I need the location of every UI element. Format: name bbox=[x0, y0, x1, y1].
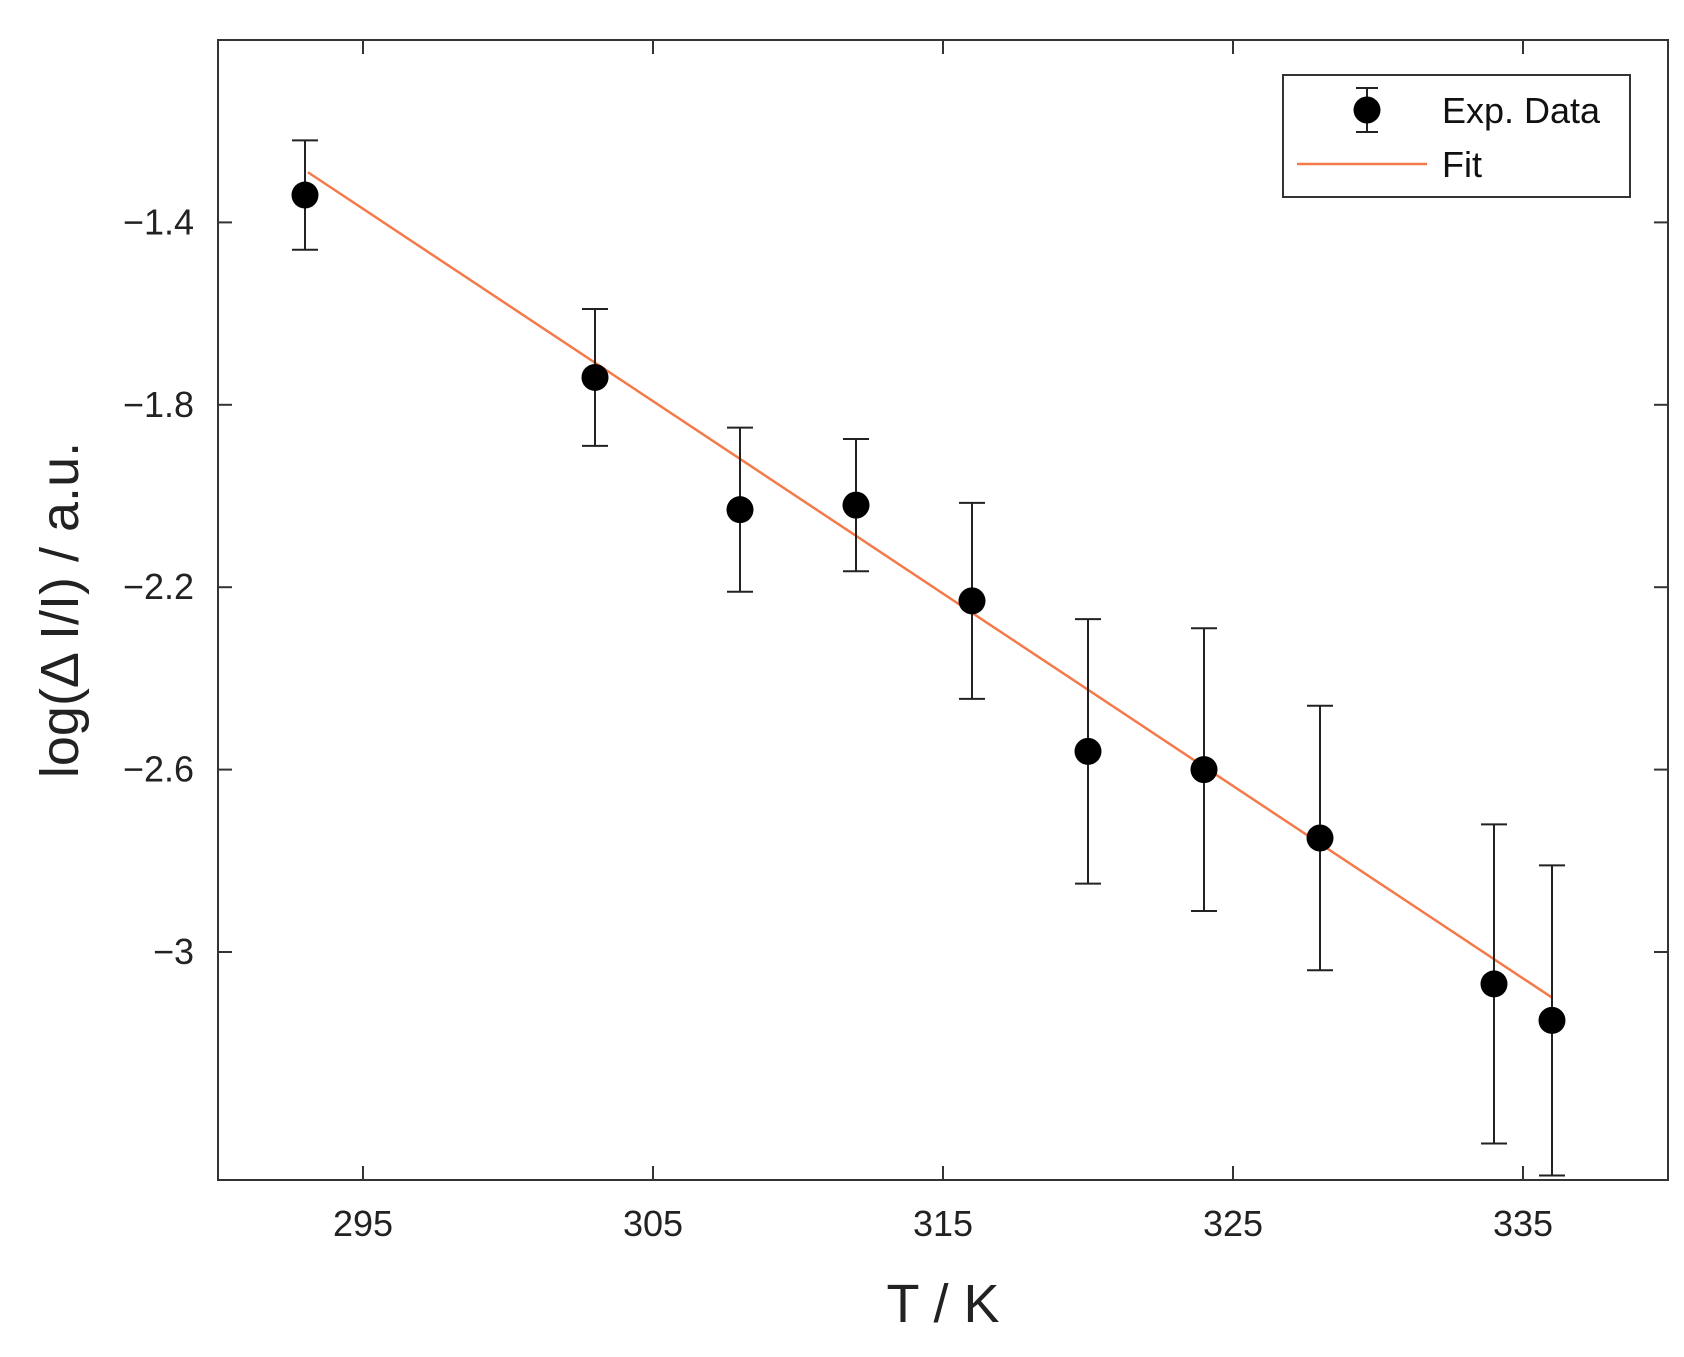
legend-dot bbox=[1353, 96, 1381, 124]
data-point-group bbox=[842, 438, 870, 573]
data-point bbox=[1190, 756, 1218, 784]
fit-line bbox=[307, 171, 1553, 999]
legend-box bbox=[1282, 74, 1631, 198]
x-tick-label: 325 bbox=[1203, 1203, 1263, 1244]
data-point bbox=[726, 496, 754, 524]
data-point-group bbox=[581, 308, 609, 447]
axis-ticks: 295 305 315 325 335 −1.4 −1.8 −2.2 −2.6 −3 bbox=[123, 40, 1668, 1244]
data-point bbox=[291, 181, 319, 209]
x-tick-label: 315 bbox=[913, 1203, 973, 1244]
legend-label-fit: Fit bbox=[1442, 144, 1482, 185]
x-axis-title: T / K bbox=[886, 1274, 999, 1334]
y-tick-label: −2.2 bbox=[123, 566, 194, 607]
y-axis-title: log(Δ I/I) / a.u. bbox=[30, 442, 90, 778]
data-point-group bbox=[1074, 618, 1102, 885]
data-point bbox=[842, 491, 870, 519]
data-point bbox=[1306, 824, 1334, 852]
data-point-group bbox=[958, 501, 986, 700]
x-tick-label: 305 bbox=[623, 1203, 683, 1244]
data-point-group bbox=[1190, 627, 1218, 912]
y-tick-label: −2.6 bbox=[123, 749, 194, 790]
y-tick-label: −1.4 bbox=[123, 201, 194, 242]
data-point-group bbox=[726, 426, 754, 593]
data-point-group bbox=[1538, 864, 1566, 1177]
y-tick-label: −1.8 bbox=[123, 384, 194, 425]
y-tick-label: −3 bbox=[153, 931, 194, 972]
data-point bbox=[958, 587, 986, 615]
x-tick-label: 295 bbox=[333, 1203, 393, 1244]
legend-marker-exp-data bbox=[1353, 87, 1381, 133]
data-point bbox=[1538, 1006, 1566, 1034]
fit-line-layer bbox=[307, 171, 1553, 999]
data-point-group bbox=[1480, 823, 1508, 1145]
legend-label-exp-data: Exp. Data bbox=[1442, 90, 1601, 131]
data-point bbox=[1074, 737, 1102, 765]
data-point-group bbox=[291, 139, 319, 251]
legend: Exp. Data Fit bbox=[1282, 74, 1631, 198]
data-point bbox=[1480, 970, 1508, 998]
data-point bbox=[581, 363, 609, 391]
x-tick-label: 335 bbox=[1493, 1203, 1553, 1244]
data-point-group bbox=[1306, 704, 1334, 972]
data-points-layer bbox=[291, 139, 1566, 1177]
